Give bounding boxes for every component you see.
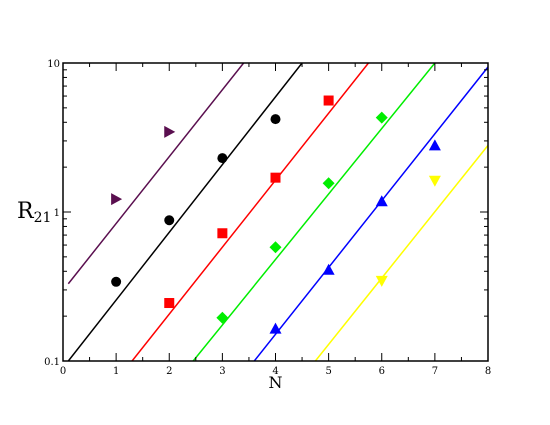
data-point-4-0 xyxy=(269,322,282,334)
x-tick-label-1: 1 xyxy=(113,366,119,377)
data-point-4-3 xyxy=(428,139,441,151)
data-point-3-2 xyxy=(322,177,335,190)
data-point-0-1 xyxy=(164,125,176,138)
data-point-2-1 xyxy=(217,228,228,239)
y-tick-label-2: 10 xyxy=(47,59,60,70)
x-axis-title: N xyxy=(269,373,283,392)
fit-line-0 xyxy=(67,63,245,285)
data-point-3-0 xyxy=(216,311,229,324)
x-tick-label-0: 0 xyxy=(60,366,66,377)
data-point-2-3 xyxy=(323,95,334,106)
data-point-1-3 xyxy=(270,114,281,125)
data-point-1-1 xyxy=(164,215,175,226)
fit-lines xyxy=(67,63,488,361)
y-tick-label-0: 0.1 xyxy=(44,357,60,368)
fit-line-2 xyxy=(131,63,370,361)
x-tick-label-6: 6 xyxy=(379,366,385,377)
data-point-4-2 xyxy=(375,195,388,207)
y-axis-title-main: R xyxy=(17,199,35,224)
fit-line-5 xyxy=(314,144,488,361)
data-point-1-2 xyxy=(217,153,228,164)
data-point-4-1 xyxy=(322,263,335,275)
axis-ticks: 0 1 2 3 4 5 6 7 8 0.1 1 10 xyxy=(44,59,491,377)
y-tick-label-1: 1 xyxy=(54,208,60,219)
fit-line-3 xyxy=(192,63,436,361)
x-tick-label-3: 3 xyxy=(219,366,225,377)
x-tick-label-7: 7 xyxy=(432,366,438,377)
fit-line-1 xyxy=(67,63,303,361)
data-point-1-0 xyxy=(111,276,122,287)
data-point-2-0 xyxy=(164,298,175,309)
x-tick-label-8: 8 xyxy=(485,366,491,377)
data-point-0-0 xyxy=(111,193,123,206)
data-markers xyxy=(111,95,441,334)
x-tick-label-4: 4 xyxy=(272,366,278,377)
data-point-5-1 xyxy=(428,175,441,187)
x-tick-label-2: 2 xyxy=(166,366,172,377)
data-point-2-2 xyxy=(270,172,281,183)
x-tick-label-5: 5 xyxy=(325,366,331,377)
data-point-3-3 xyxy=(375,111,388,124)
y-axis-title-subscript: 21 xyxy=(34,210,52,226)
plot-frame xyxy=(62,62,489,362)
data-point-3-1 xyxy=(269,241,282,254)
data-point-5-0 xyxy=(375,275,388,287)
fit-line-4 xyxy=(253,66,488,361)
y-axis-title: R21 xyxy=(17,199,51,226)
